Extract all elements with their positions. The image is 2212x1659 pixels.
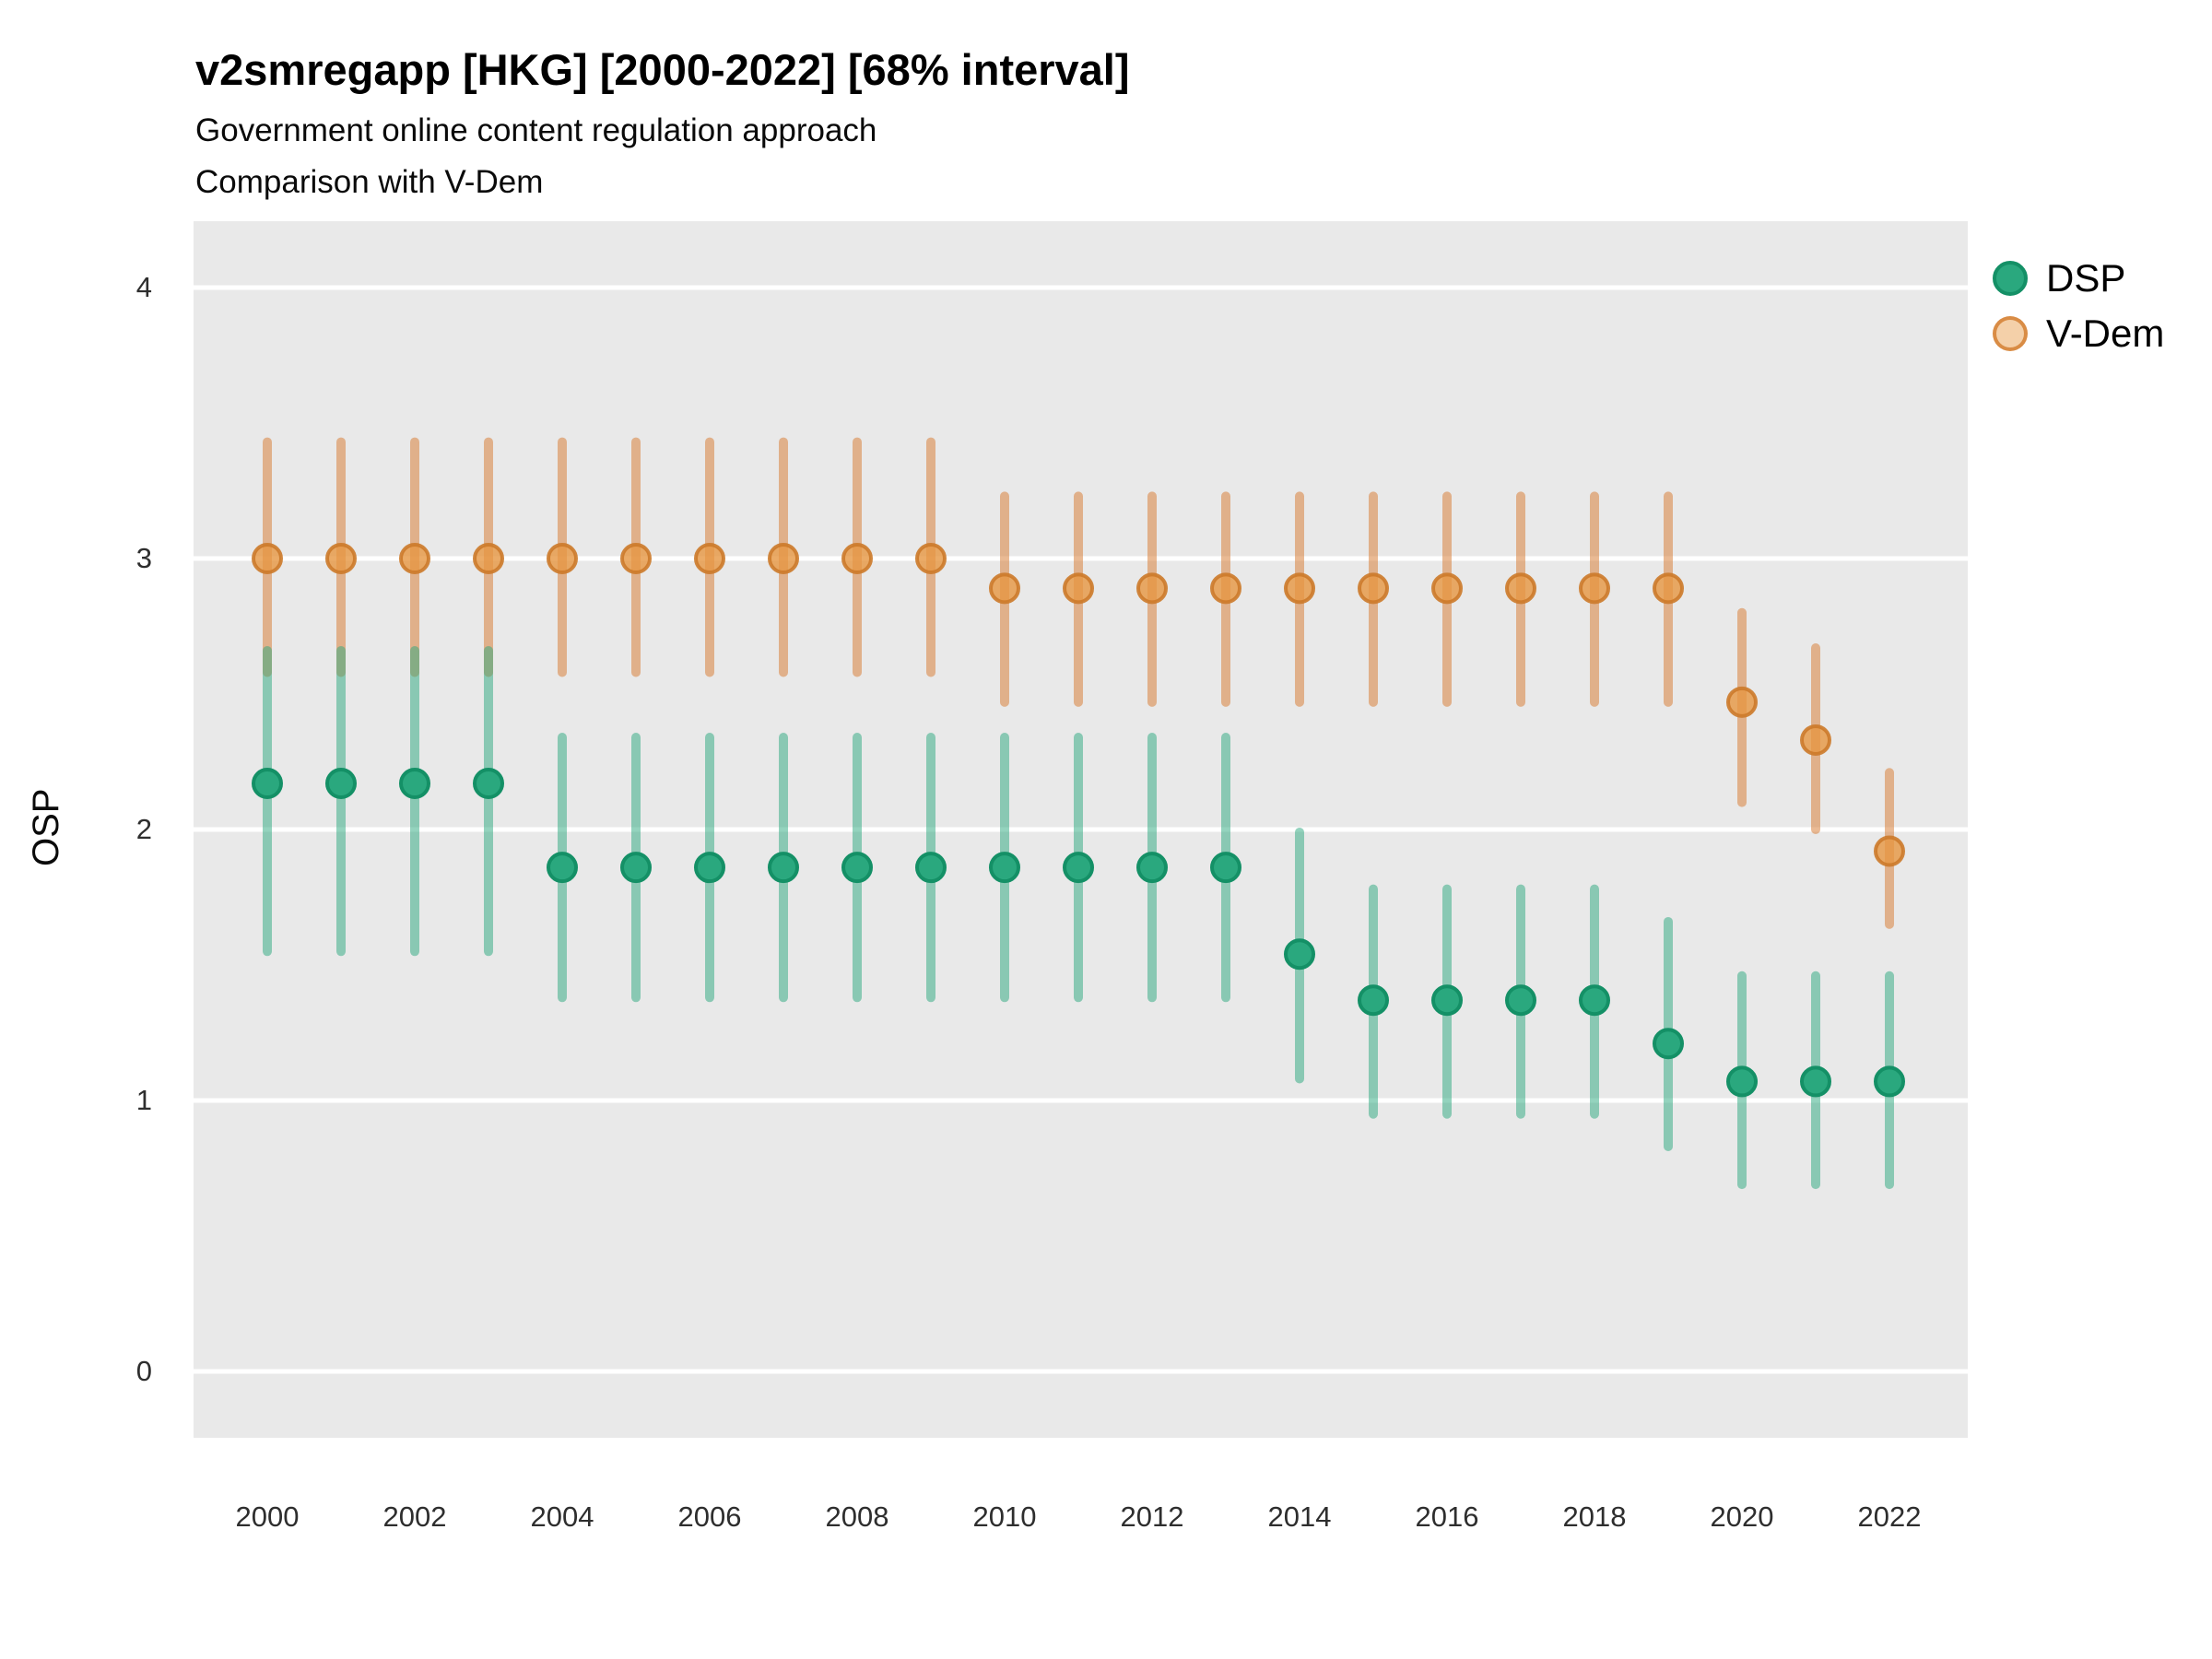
- x-tick-label-2022: 2022: [1857, 1500, 1922, 1533]
- v-dem-point-2020: [1726, 686, 1758, 718]
- dsp-point-2013: [1210, 852, 1241, 884]
- y-tick-label-1: 1: [135, 1084, 152, 1116]
- x-tick-label-2006: 2006: [677, 1500, 742, 1533]
- v-dem-point-2014: [1284, 572, 1315, 605]
- v-dem-point-2008: [841, 543, 873, 574]
- v-dem-point-2002: [399, 543, 430, 574]
- v-dem-point-2005: [620, 543, 652, 574]
- dsp-point-2015: [1358, 984, 1389, 1017]
- chart-subtitle-2: Comparison with V-Dem: [195, 164, 544, 200]
- dsp-point-2019: [1653, 1028, 1684, 1060]
- v-dem-point-2019: [1653, 572, 1684, 605]
- dsp-point-2008: [841, 852, 873, 884]
- legend: DSP V-Dem: [1993, 251, 2164, 361]
- x-tick-label-2018: 2018: [1562, 1500, 1627, 1533]
- v-dem-point-2006: [694, 543, 725, 574]
- x-tick-label-2010: 2010: [972, 1500, 1037, 1533]
- v-dem-point-2013: [1210, 572, 1241, 605]
- v-dem-point-2022: [1874, 835, 1905, 867]
- x-tick-label-2008: 2008: [825, 1500, 889, 1533]
- v-dem-point-2010: [989, 572, 1020, 605]
- plot-panel: [194, 221, 1968, 1438]
- x-tick-label-2020: 2020: [1710, 1500, 1774, 1533]
- dsp-point-2014: [1284, 938, 1315, 971]
- dsp-point-2011: [1063, 852, 1094, 884]
- v-dem-point-2021: [1800, 724, 1831, 756]
- legend-item-vdem: V-Dem: [1993, 306, 2164, 361]
- dsp-point-2001: [325, 768, 357, 800]
- dsp-point-2018: [1579, 984, 1610, 1017]
- v-dem-point-2011: [1063, 572, 1094, 605]
- x-tick-label-2016: 2016: [1415, 1500, 1479, 1533]
- chart-subtitle: Government online content regulation app…: [195, 112, 877, 148]
- x-tick-label-2002: 2002: [382, 1500, 447, 1533]
- dsp-point-2007: [768, 852, 799, 884]
- v-dem-point-2018: [1579, 572, 1610, 605]
- x-tick-label-2012: 2012: [1120, 1500, 1184, 1533]
- dsp-point-2016: [1431, 984, 1463, 1017]
- v-dem-point-2017: [1505, 572, 1536, 605]
- dsp-point-2004: [547, 852, 578, 884]
- legend-item-dsp: DSP: [1993, 251, 2164, 306]
- dsp-point-2017: [1505, 984, 1536, 1017]
- v-dem-point-2016: [1431, 572, 1463, 605]
- dsp-point-2002: [399, 768, 430, 800]
- pointrange-chart: [194, 285, 1968, 1374]
- y-tick-label-3: 3: [135, 542, 152, 574]
- v-dem-point-2000: [252, 543, 283, 574]
- vdem-legend-swatch-icon: [1993, 316, 2028, 351]
- chart-title: v2smregapp [HKG] [2000-2022] [68% interv…: [195, 45, 1130, 94]
- v-dem-point-2003: [473, 543, 504, 574]
- dsp-legend-swatch-icon: [1993, 261, 2028, 296]
- v-dem-point-2015: [1358, 572, 1389, 605]
- dsp-point-2010: [989, 852, 1020, 884]
- x-tick-label-2004: 2004: [530, 1500, 594, 1533]
- x-tick-label-2014: 2014: [1267, 1500, 1332, 1533]
- legend-label-vdem: V-Dem: [2046, 312, 2165, 355]
- y-tick-label-2: 2: [135, 813, 152, 845]
- dsp-point-2003: [473, 768, 504, 800]
- v-dem-point-2012: [1136, 572, 1168, 605]
- v-dem-point-2009: [915, 543, 947, 574]
- y-tick-label-4: 4: [135, 271, 152, 303]
- v-dem-point-2004: [547, 543, 578, 574]
- dsp-point-2020: [1726, 1065, 1758, 1098]
- x-tick-label-2000: 2000: [235, 1500, 300, 1533]
- dsp-point-2021: [1800, 1065, 1831, 1098]
- dsp-point-2012: [1136, 852, 1168, 884]
- v-dem-point-2007: [768, 543, 799, 574]
- dsp-point-2006: [694, 852, 725, 884]
- v-dem-point-2001: [325, 543, 357, 574]
- y-tick-label-0: 0: [135, 1355, 152, 1387]
- dsp-point-2005: [620, 852, 652, 884]
- dsp-point-2009: [915, 852, 947, 884]
- dsp-point-2000: [252, 768, 283, 800]
- dsp-point-2022: [1874, 1065, 1905, 1098]
- legend-label-dsp: DSP: [2046, 256, 2126, 300]
